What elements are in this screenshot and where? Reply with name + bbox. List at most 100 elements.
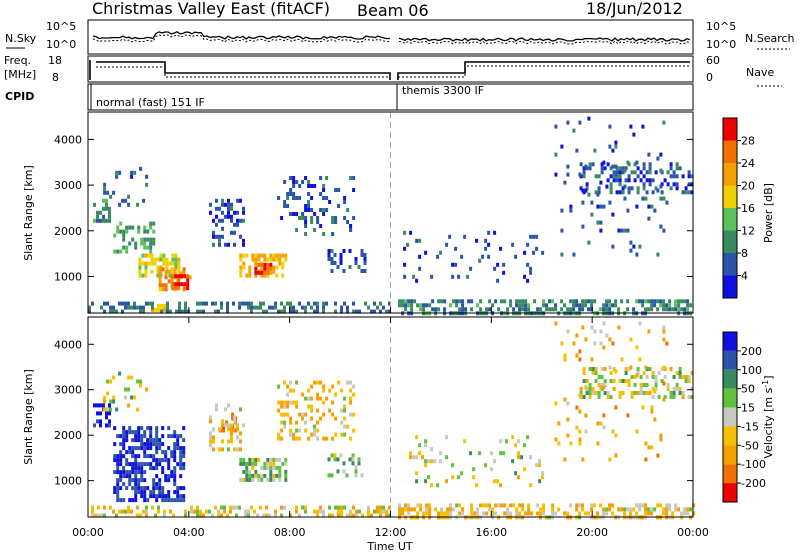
range-gate-cell	[590, 303, 594, 308]
range-gate-cell	[602, 204, 606, 209]
range-gate-cell	[292, 180, 296, 184]
range-gate-cell	[451, 262, 455, 267]
range-tick-label: 3000	[54, 384, 82, 397]
range-gate-cell	[155, 474, 159, 479]
range-gate-cell	[103, 505, 106, 510]
range-gate-cell	[239, 447, 242, 452]
range-gate-cell	[292, 309, 295, 314]
range-gate-cell	[122, 498, 126, 503]
range-gate-cell	[639, 387, 643, 391]
range-gate-cell	[310, 184, 314, 188]
range-gate-cell	[152, 221, 156, 226]
range-gate-cell	[597, 391, 601, 395]
range-gate-cell	[156, 265, 160, 270]
range-gate-cell	[654, 387, 658, 391]
range-gate-cell	[578, 437, 582, 442]
range-gate-cell	[358, 309, 361, 314]
range-gate-cell	[88, 305, 91, 310]
range-gate-cell	[179, 466, 183, 471]
range-gate-cell	[289, 513, 292, 518]
range-gate-cell	[319, 208, 323, 212]
range-gate-cell	[536, 503, 540, 508]
time-tick-label: 04:00	[173, 526, 205, 539]
range-gate-cell	[143, 229, 147, 234]
range-gate-cell	[177, 286, 181, 291]
range-gate-cell	[542, 507, 546, 512]
range-gate-cell	[354, 257, 358, 261]
range-gate-cell	[119, 454, 123, 459]
range-gate-cell	[669, 395, 673, 399]
range-gate-cell	[188, 275, 192, 280]
range-gate-cell	[128, 446, 132, 451]
range-gate-cell	[178, 301, 181, 306]
range-gate-cell	[316, 220, 320, 224]
range-gate-cell	[116, 225, 120, 230]
range-gate-cell	[130, 395, 134, 400]
range-gate-cell	[620, 228, 624, 233]
freq-tick-high: 18	[48, 54, 62, 67]
range-gate-cell	[215, 403, 218, 408]
freq-unit: [MHz]	[4, 68, 36, 81]
range-gate-cell	[449, 507, 453, 512]
range-gate-cell	[609, 379, 613, 383]
range-gate-cell	[266, 270, 270, 275]
range-gate-cell	[618, 166, 622, 171]
range-gate-cell	[173, 474, 177, 479]
range-gate-cell	[266, 477, 270, 482]
range-gate-cell	[149, 466, 153, 471]
range-gate-cell	[102, 403, 105, 408]
range-gate-cell	[606, 178, 610, 183]
range-gate-cell	[205, 509, 208, 514]
range-gate-cell	[122, 438, 126, 443]
range-gate-cell	[196, 301, 199, 306]
range-gate-cell	[569, 204, 573, 209]
range-gate-cell	[122, 245, 126, 250]
range-gate-cell	[259, 505, 262, 510]
range-gate-cell	[115, 407, 119, 412]
range-gate-cell	[626, 413, 630, 418]
nave-tick-low: 0	[706, 71, 713, 84]
range-gate-cell	[334, 188, 338, 192]
range-gate-cell	[119, 478, 123, 483]
range-gate-cell	[403, 274, 407, 279]
range-gate-cell	[677, 307, 681, 312]
range-gate-cell	[419, 503, 423, 508]
range-gate-cell	[166, 309, 169, 314]
range-gate-cell	[590, 307, 594, 312]
range-gate-cell	[142, 309, 145, 314]
range-gate-cell	[211, 513, 214, 518]
range-gate-cell	[454, 246, 458, 251]
range-gate-cell	[209, 431, 212, 436]
range-gate-cell	[398, 507, 402, 512]
range-gate-cell	[689, 507, 693, 512]
velocity-colorbar-segment	[723, 369, 737, 389]
range-gate-cell	[138, 257, 142, 262]
range-gate-cell	[143, 450, 147, 455]
range-gate-cell	[93, 218, 96, 223]
range-gate-cell	[164, 287, 168, 292]
range-gate-cell	[310, 220, 314, 224]
range-gate-cell	[532, 250, 536, 255]
cpid-panel-frame	[87, 83, 694, 111]
range-gate-cell	[174, 274, 178, 279]
range-gate-cell	[286, 392, 290, 397]
range-gate-cell	[349, 400, 353, 405]
range-gate-cell	[608, 124, 612, 129]
range-gate-cell	[236, 198, 239, 203]
range-gate-cell	[638, 357, 642, 362]
range-gate-cell	[301, 505, 304, 510]
range-gate-cell	[529, 234, 533, 239]
range-gate-cell	[183, 286, 187, 291]
range-gate-cell	[230, 435, 233, 440]
range-gate-cell	[131, 498, 135, 503]
range-gate-cell	[687, 395, 691, 399]
range-gate-cell	[144, 273, 148, 278]
range-gate-cell	[274, 509, 277, 514]
range-gate-cell	[608, 299, 612, 304]
range-gate-cell	[171, 253, 175, 258]
range-gate-cell	[186, 278, 190, 283]
range-gate-cell	[319, 176, 323, 180]
range-gate-cell	[675, 383, 679, 387]
range-gate-cell	[479, 299, 483, 304]
range-gate-cell	[407, 303, 411, 308]
